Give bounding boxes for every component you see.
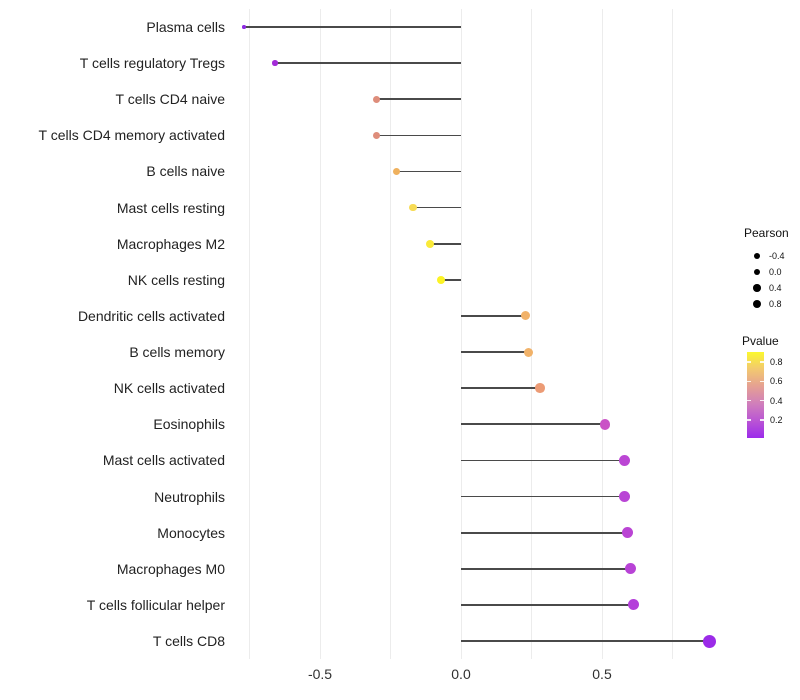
- lollipop-dot: [242, 25, 246, 29]
- colorbar-tick-mark: [760, 361, 764, 363]
- legend-size-label: -0.4: [769, 251, 785, 261]
- y-axis-label: T cells CD8: [152, 633, 225, 650]
- y-axis-label: NK cells activated: [113, 380, 225, 397]
- lollipop-dot: [272, 60, 278, 66]
- lollipop-segment: [461, 387, 540, 390]
- lollipop-segment: [376, 134, 461, 137]
- legend-size-dot: [753, 284, 761, 292]
- y-axis-label: Monocytes: [157, 524, 225, 541]
- legend-size-dot: [752, 299, 762, 309]
- lollipop-segment: [461, 567, 631, 570]
- lollipop-segment: [461, 351, 529, 353]
- gridline: [531, 9, 532, 659]
- y-axis-label: Macrophages M2: [116, 235, 225, 252]
- colorbar-tick-label: 0.4: [770, 395, 783, 406]
- colorbar-tick-mark: [747, 419, 751, 421]
- y-axis-label: B cells memory: [129, 344, 225, 361]
- y-axis-label: Neutrophils: [154, 488, 225, 505]
- y-axis-label: T cells CD4 naive: [115, 91, 225, 108]
- x-axis-tick-label: 0.5: [592, 666, 612, 682]
- y-axis-label: Macrophages M0: [116, 560, 225, 577]
- y-axis-label: NK cells resting: [127, 271, 225, 288]
- lollipop-segment: [376, 98, 461, 101]
- y-axis-label: Plasma cells: [146, 19, 225, 35]
- gridline: [672, 9, 673, 659]
- lollipop-dot: [535, 383, 545, 393]
- y-axis-label: T cells follicular helper: [86, 596, 225, 613]
- colorbar-tick-mark: [747, 380, 751, 383]
- x-axis-tick-label: 0.0: [451, 666, 471, 682]
- pvalue-colorbar: [747, 352, 764, 438]
- lollipop-dot: [621, 527, 633, 539]
- lollipop-dot: [392, 167, 400, 175]
- lollipop-dot: [524, 347, 534, 357]
- y-axis-label: B cells naive: [146, 163, 225, 180]
- lollipop-segment: [461, 459, 625, 462]
- gridline: [249, 9, 250, 659]
- colorbar-tick-mark: [747, 361, 751, 363]
- y-axis-label: T cells CD4 memory activated: [38, 127, 225, 144]
- lollipop-segment: [243, 26, 461, 28]
- colorbar-tick-mark: [760, 399, 764, 402]
- lollipop-dot: [372, 131, 380, 139]
- legend-size-label: 0.0: [769, 267, 782, 277]
- lollipop-dot: [409, 203, 417, 212]
- lollipop-dot: [624, 563, 636, 575]
- colorbar-tick-label: 0.8: [770, 357, 783, 367]
- gridline: [460, 9, 462, 659]
- lollipop-dot: [619, 454, 631, 466]
- lollipop-segment: [429, 242, 461, 245]
- lollipop-segment: [413, 206, 461, 209]
- lollipop-segment: [274, 62, 461, 64]
- lollipop-dot: [372, 95, 380, 103]
- colorbar-tick-mark: [747, 399, 751, 402]
- lollipop-segment: [461, 531, 628, 534]
- lollipop-dot: [425, 239, 434, 248]
- legend-pearson-title: Pearson: [744, 226, 789, 240]
- x-axis-tick-label: -0.5: [307, 666, 333, 682]
- lollipop-segment: [461, 495, 625, 498]
- y-axis-label: Eosinophils: [153, 416, 225, 433]
- gridline: [319, 9, 321, 659]
- lollipop-dot: [619, 491, 631, 503]
- lollipop-segment: [461, 315, 526, 317]
- lollipop-segment: [441, 278, 461, 281]
- y-axis-label: Mast cells resting: [116, 199, 225, 216]
- gridline: [390, 9, 391, 659]
- lollipop-dot: [599, 419, 611, 430]
- legend-size-label: 0.4: [769, 283, 782, 293]
- lollipop-segment: [461, 640, 710, 642]
- lollipop-dot: [702, 634, 716, 648]
- lollipop-segment: [396, 170, 461, 173]
- colorbar-tick-label: 0.6: [770, 376, 783, 387]
- colorbar-tick-label: 0.2: [770, 414, 783, 425]
- y-axis-label: Mast cells activated: [102, 452, 225, 469]
- lollipop-dot: [627, 599, 639, 611]
- y-axis-label: T cells regulatory Tregs: [79, 55, 225, 72]
- lollipop-dot: [521, 311, 531, 321]
- legend-size-dot: [753, 268, 761, 276]
- legend-size-dot: [754, 253, 760, 259]
- colorbar-tick-mark: [760, 419, 764, 421]
- colorbar-tick-mark: [760, 380, 764, 383]
- lollipop-segment: [461, 423, 605, 426]
- lollipop-dot: [437, 275, 446, 284]
- y-axis-label: Dendritic cells activated: [77, 307, 225, 324]
- legend-size-label: 0.8: [769, 299, 782, 309]
- gridline: [601, 9, 603, 659]
- legend-pvalue-title: Pvalue: [742, 334, 779, 348]
- lollipop-segment: [461, 604, 634, 606]
